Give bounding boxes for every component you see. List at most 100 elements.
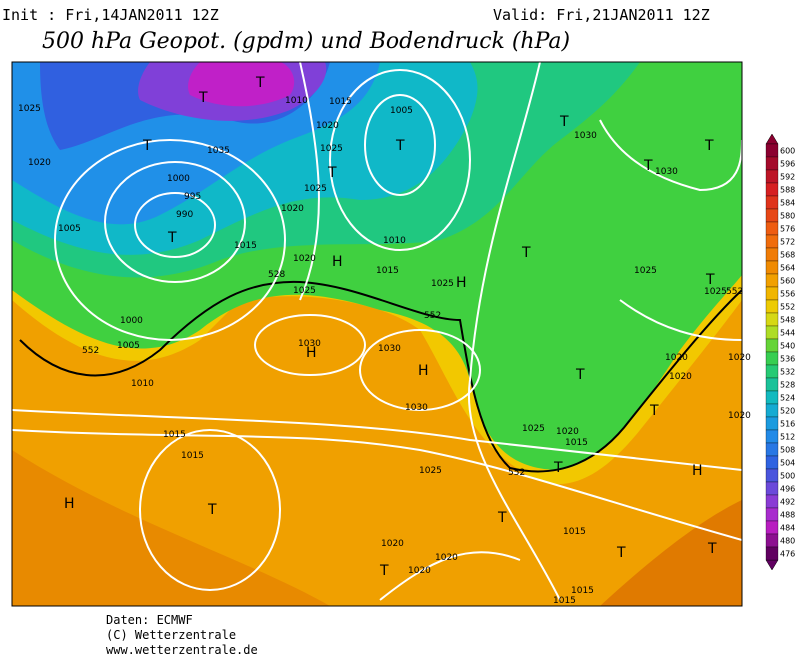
pressure-center: T [707,541,717,557]
colorbar-swatch [765,195,779,210]
isobar-label: 1025 [704,287,727,297]
isobar-label: 1020 [28,158,51,168]
isobar-label: 1025 [304,184,327,194]
isobar-label: 1015 [181,451,204,461]
pressure-center: H [64,496,75,512]
colorbar-swatch [765,455,779,470]
pressure-center: H [456,275,467,291]
colorbar-label: 500 [780,472,795,481]
colorbar-label: 536 [780,355,795,364]
isobar-label: 1010 [383,236,406,246]
isobar-label: 552 [508,468,525,478]
isobar-label: 1020 [381,539,404,549]
colorbar-label: 584 [780,199,795,208]
colorbar-label: 540 [780,342,795,351]
colorbar-swatch [765,234,779,249]
pressure-center: T [704,138,714,154]
isobar-label: 1020 [293,254,316,264]
colorbar-label: 480 [780,537,795,546]
colorbar-swatch [765,299,779,314]
pressure-center: T [255,75,265,91]
field-band [600,500,742,606]
isobar-label: 1025 [293,286,316,296]
colorbar-label: 512 [780,433,795,442]
pressure-center: T [167,230,177,246]
colorbar-label: 488 [780,511,795,520]
isobar-label: 990 [176,210,193,220]
colorbar-swatch [765,533,779,548]
colorbar-end [765,133,779,145]
isobar-label: 1015 [553,596,576,606]
isobar-label: 1030 [298,339,321,349]
colorbar-swatch [765,143,779,158]
colorbar-label: 544 [780,329,795,338]
footer-line: Daten: ECMWF [106,613,193,627]
colorbar-label: 568 [780,251,795,260]
field-band [188,62,295,107]
isobar-label: 1025 [320,144,343,154]
isobar-label: 1015 [571,586,594,596]
isobar-label: 1010 [131,379,154,389]
isobar-label: 552 [424,311,441,321]
isobar-label: 1015 [563,527,586,537]
colorbar-label: 592 [780,173,795,182]
map-labels: 1025102010051000995990100010051010101510… [18,75,751,606]
colorbar-label: 580 [780,212,795,221]
colorbar-label: 572 [780,238,795,247]
isobar-label: 1015 [234,241,257,251]
pressure-center: T [327,165,337,181]
colorbar-label: 560 [780,277,795,286]
colorbar-label: 548 [780,316,795,325]
contour-552 [19,280,742,473]
colorbar-swatch [765,520,779,535]
pressure-center: H [332,254,343,270]
pressure-center: T [198,90,208,106]
colorbar-end [765,559,779,571]
footer: Daten: ECMWF(C) Wetterzentralewww.wetter… [106,613,258,657]
isobar-label: 1035 [207,146,230,156]
colorbar-swatch [765,260,779,275]
pressure-center: T [521,245,531,261]
pressure-center: T [705,272,715,288]
colorbar-label: 532 [780,368,795,377]
colorbar-label: 508 [780,446,795,455]
isobar-label: 552 [726,287,743,297]
map-frame [11,61,743,607]
colorbar-swatch [765,208,779,223]
pressure-center: T [643,158,653,174]
pressure-center: T [207,502,217,518]
isobar-label: 1020 [665,353,688,363]
isobar-label: 1025 [634,266,657,276]
isobar-label: 1025 [522,424,545,434]
isobar-label: 1000 [167,174,190,184]
pressure-center: T [649,403,659,419]
colorbar-swatch [765,286,779,301]
isobar-label: 1005 [390,106,413,116]
isobar-label: 1020 [408,566,431,576]
pressure-center: T [395,138,405,154]
pressure-center: H [418,363,429,379]
colorbar-label: 556 [780,290,795,299]
colorbar-swatch [765,364,779,379]
isobar-label: 1005 [117,341,140,351]
colorbar-swatch [765,247,779,262]
colorbar-label: 576 [780,225,795,234]
isobar-label: 1030 [378,344,401,354]
colorbar-label: 600 [780,147,795,156]
isobar-label: 1030 [574,131,597,141]
colorbar: 600 596 592 588 584 580 576 572 568 564 560 556 552 5… [765,133,795,571]
colorbar-swatch [765,416,779,431]
footer-line: (C) Wetterzentrale [106,628,236,642]
colorbar-label: 496 [780,485,795,494]
colorbar-swatch [765,494,779,509]
colorbar-swatch [765,429,779,444]
colorbar-swatch [765,221,779,236]
isobar-label: 1015 [163,430,186,440]
colorbar-label: 588 [780,186,795,195]
colorbar-label: 484 [780,524,795,533]
isobar-label: 1020 [435,553,458,563]
colorbar-label: 492 [780,498,795,507]
colorbar-label: 528 [780,381,795,390]
colorbar-swatch [765,169,779,184]
